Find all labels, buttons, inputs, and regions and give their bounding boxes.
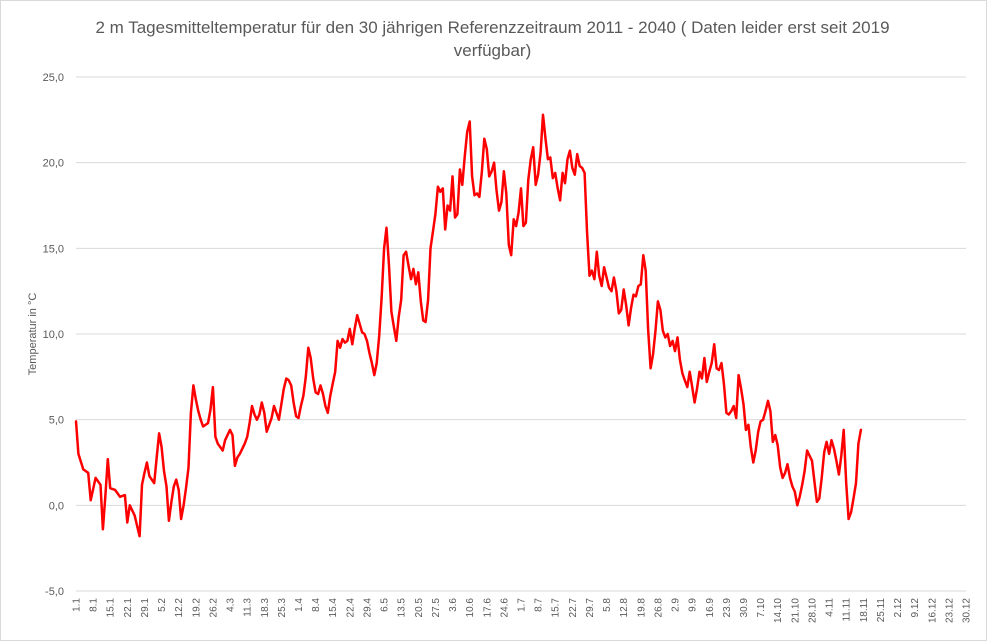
x-tick-label: 4.3 (226, 598, 237, 612)
x-tick-label: 17.6 (482, 598, 493, 618)
x-tick-label: 26.2 (208, 598, 219, 618)
x-tick-label: 25.11 (876, 598, 887, 623)
y-tick-label: -5,0 (45, 586, 64, 598)
x-tick-label: 2.9 (671, 598, 682, 612)
x-tick-label: 16.12 (927, 598, 938, 623)
x-tick-label: 5.8 (602, 598, 613, 612)
x-tick-label: 29.1 (140, 598, 151, 618)
gridlines (76, 76, 966, 592)
x-tick-label: 3.6 (448, 598, 459, 612)
y-tick-label: 20,0 (43, 158, 64, 170)
x-tick-label: 29.7 (585, 598, 596, 618)
x-tick-label: 6.5 (380, 598, 391, 612)
x-tick-label: 25.3 (277, 598, 288, 618)
x-tick-label: 22.1 (123, 598, 134, 618)
x-tick-label: 20.5 (414, 598, 425, 618)
x-tick-label: 1.7 (517, 598, 528, 612)
x-tick-label: 8.4 (311, 598, 322, 612)
x-tick-label: 7.10 (756, 598, 767, 618)
x-tick-label: 11.3 (243, 598, 254, 617)
x-axis: 1.1 8.1 15.1 22.1 29.1 5.2 12.2 19.2 26.2 4.3 11.3… (72, 598, 973, 623)
y-tick-label: 0,0 (49, 500, 64, 512)
series-layer (74, 113, 863, 538)
x-tick-label: 24.6 (499, 598, 510, 618)
x-tick-label: 15.1 (106, 598, 117, 618)
x-tick-label: 2.12 (893, 598, 904, 618)
x-tick-label: 11.11 (842, 598, 853, 622)
x-tick-label: 18.3 (260, 598, 271, 618)
y-axis-label: Temperatur in °C (27, 293, 39, 376)
y-tick-label: 5,0 (49, 415, 64, 427)
x-tick-label: 27.5 (431, 598, 442, 618)
x-tick-label: 1.1 (72, 598, 83, 612)
x-tick-label: 1.4 (294, 598, 305, 612)
x-tick-label: 30.9 (739, 598, 750, 618)
x-tick-label: 23.12 (944, 598, 955, 623)
temperature-line (74, 113, 863, 538)
x-tick-label: 15.4 (328, 598, 339, 618)
y-axis: -5,0 0,0 5,0 10,0 15,0 20,0 25,0 (43, 72, 64, 598)
x-tick-label: 19.2 (191, 598, 202, 618)
x-tick-label: 30.12 (962, 598, 973, 623)
y-tick-label: 10,0 (43, 329, 64, 341)
x-tick-label: 21.10 (790, 598, 801, 623)
x-tick-label: 28.10 (807, 598, 818, 623)
x-tick-label: 22.7 (568, 598, 579, 618)
x-tick-label: 19.8 (636, 598, 647, 618)
x-tick-label: 8.7 (534, 598, 545, 612)
x-tick-label: 4.11 (825, 598, 836, 617)
x-tick-label: 26.8 (653, 598, 664, 618)
x-tick-label: 18.11 (859, 598, 870, 623)
y-tick-label: 15,0 (43, 243, 64, 255)
x-tick-label: 23.9 (722, 598, 733, 618)
x-tick-label: 12.8 (619, 598, 630, 618)
x-tick-label: 13.5 (397, 598, 408, 618)
x-tick-label: 5.2 (157, 598, 168, 612)
chart-title: 2 m Tagesmitteltemperatur für den 30 jäh… (95, 18, 890, 60)
x-tick-label: 9.9 (688, 598, 699, 612)
x-tick-label: 14.10 (773, 598, 784, 623)
x-tick-label: 8.1 (89, 598, 100, 612)
x-tick-label: 29.4 (362, 598, 373, 618)
x-tick-label: 22.4 (345, 598, 356, 618)
x-tick-label: 15.7 (551, 598, 562, 618)
y-tick-label: 25,0 (43, 72, 64, 84)
x-tick-label: 9.12 (910, 598, 921, 618)
x-tick-label: 10.6 (465, 598, 476, 618)
x-tick-label: 12.2 (174, 598, 185, 618)
x-tick-label: 16.9 (705, 598, 716, 618)
